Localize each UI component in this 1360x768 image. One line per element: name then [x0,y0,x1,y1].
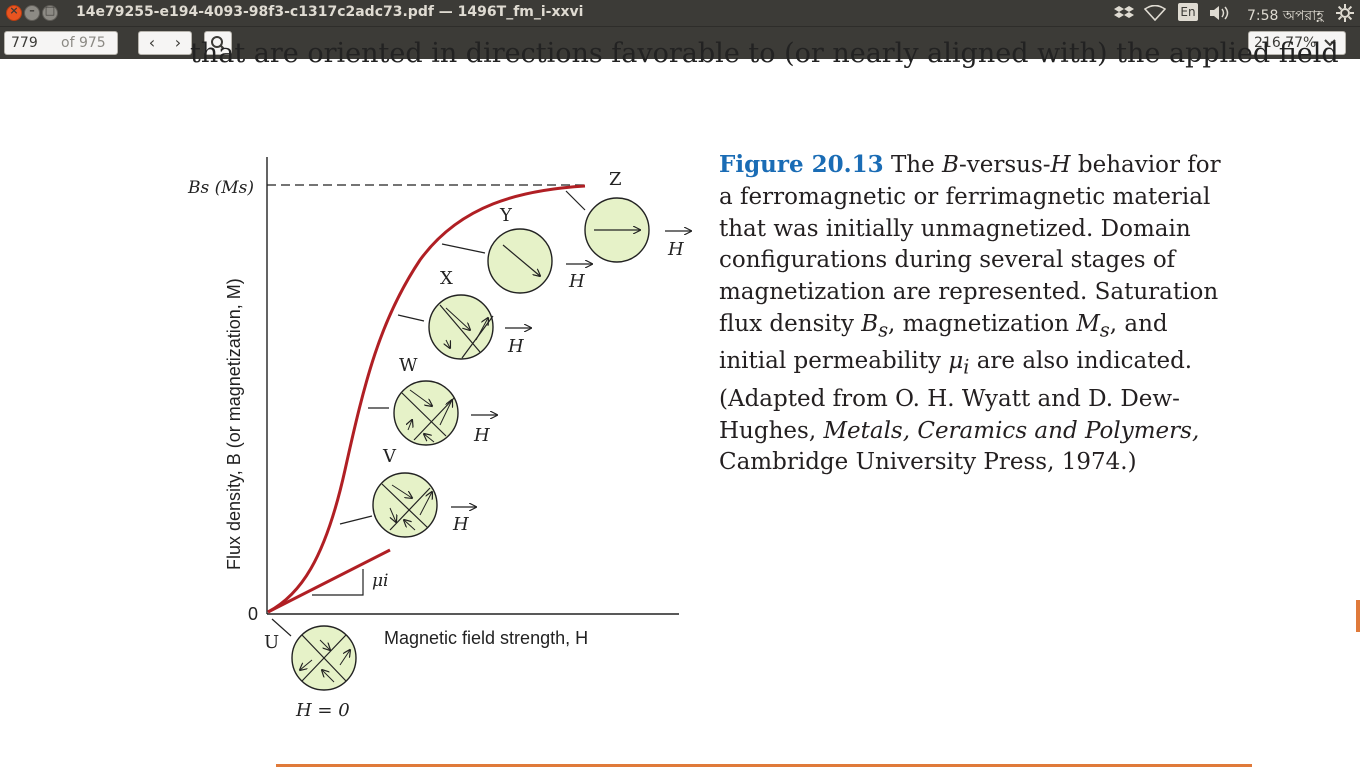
minimize-icon: – [29,4,35,17]
caption-book-title: Metals, Ceramics and Polymers, [823,417,1200,444]
search-icon [211,36,225,50]
leader-x [397,314,425,322]
domain-circle-x [428,294,494,360]
window-title-bar: × – □ 14e79255-e194-4093-98f3-c1317c2adc… [0,0,1360,26]
maximize-icon: □ [44,4,56,17]
leader-u [271,618,292,637]
y-axis-label: Flux density, B (or magnetization, M) [224,278,244,570]
chevron-left-icon: ‹ [148,33,156,52]
page-bottom-rule [276,764,1252,767]
caption-subscript: s [878,318,889,342]
caption-subscript: s [1099,318,1110,342]
window-close-button[interactable]: × [6,4,22,21]
window-title: 14e79255-e194-4093-98f3-c1317c2adc73.pdf… [76,4,584,20]
bh-figure: Flux density, B (or magnetization, M) Ma… [187,157,700,721]
caption-subscript: i [963,355,970,379]
slope-triangle [312,569,364,596]
next-page-button[interactable]: › [165,33,191,53]
stage-label-u: U [264,632,279,653]
saturation-label: Bs (Ms) [187,178,254,198]
stage-label-x: X [440,268,453,289]
page-navigation: ‹ › [138,31,192,55]
wifi-icon[interactable] [1144,5,1166,21]
clock[interactable]: 7:58 অপরাহ্ণ [1247,8,1324,24]
leader-z [565,190,586,211]
window-minimize-button[interactable]: – [24,4,40,21]
h-zero-label: H = 0 [295,700,350,721]
caption-symbol-b: B [942,152,959,178]
leader-v [339,515,373,525]
caption-text: behavior for a ferromagnetic or ferrimag… [719,152,1221,337]
field-label-y: H [568,271,585,292]
domain-circle-y [487,228,553,294]
current-page[interactable]: 779 [11,35,38,51]
field-label-v: H [452,514,469,535]
caption-text: -versus- [958,152,1051,178]
stage-label-z: Z [609,169,622,190]
domain-circle-u [291,625,357,691]
zoom-select[interactable]: 216.77% [1248,31,1346,55]
mu-label: μi [372,571,389,591]
caption-text: , and initial permeability [719,310,1168,375]
caption-symbol-mu: μ [948,348,964,375]
x-axis-label: Magnetic field strength, H [384,628,588,648]
initial-permeability-line [267,548,391,614]
stage-label-w: W [399,355,418,376]
stage-label-y: Y [499,205,513,226]
bh-curve [267,184,586,614]
keyboard-icon[interactable]: En [1178,3,1198,21]
caption-symbol-bs: B [861,310,879,337]
caption-text: The [883,152,943,178]
caption-text: are also indicated. (Adapted from O. H. … [719,348,1193,444]
stage-label-v: V [382,446,397,467]
figure-caption: Figure 20.13 The B-versus-H behavior for… [719,149,1239,479]
page-total: of 975 [61,35,106,51]
volume-icon[interactable] [1209,5,1233,21]
window-maximize-button[interactable]: □ [42,4,58,21]
caption-text: , magnetization [888,310,1077,337]
page-number-input[interactable]: 779 of 975 [4,31,118,55]
origin-label: 0 [248,604,258,624]
chevron-right-icon: › [174,33,182,52]
scrollbar-indicator[interactable] [1356,600,1360,632]
domain-circle-w [393,380,459,446]
gear-icon[interactable] [1336,4,1354,22]
search-button[interactable] [204,31,232,55]
field-label-x: H [507,336,524,357]
zoom-value: 216.77% [1254,35,1317,51]
leader-y [441,243,486,254]
previous-paragraph-text: that are oriented in directions favorabl… [190,38,1339,69]
field-label-z: H [667,239,684,260]
caption-symbol-ms: M [1076,310,1100,337]
domain-circle-v [372,472,438,538]
caption-text: Cambridge University Press, 1974.) [719,449,1137,476]
close-icon: × [9,4,19,17]
chevron-down-icon [1324,39,1336,47]
domain-circle-z [584,197,650,263]
field-label-w: H [473,425,490,446]
figure-label: Figure 20.13 [719,151,884,178]
caption-symbol-h: H [1050,152,1071,178]
previous-page-button[interactable]: ‹ [139,33,165,53]
dropbox-icon[interactable] [1114,5,1134,21]
viewer-toolbar: 779 of 975 ‹ › 216.77% [0,26,1360,59]
